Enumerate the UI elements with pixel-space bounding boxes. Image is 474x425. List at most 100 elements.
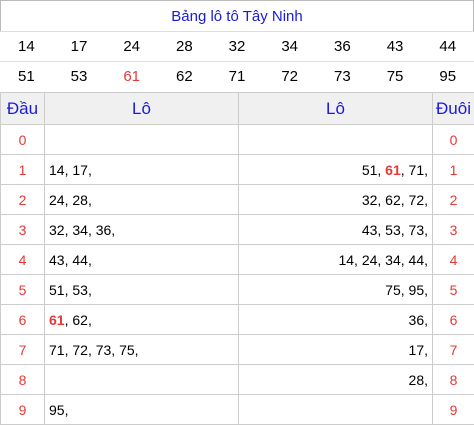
- lo-right-cell: 43, 53, 73,: [239, 215, 433, 245]
- number-cell: 72: [263, 61, 316, 92]
- number-cell: 43: [369, 31, 422, 62]
- duoi-cell: 5: [433, 275, 474, 305]
- duoi-cell: 2: [433, 185, 474, 215]
- lo-number: 51: [49, 282, 65, 298]
- lo-number: 75: [385, 282, 401, 298]
- lo-right-cell: 36,: [239, 305, 433, 335]
- lo-left-cell: [45, 125, 239, 155]
- lo-number: 24: [362, 252, 378, 268]
- number-cell: 73: [316, 61, 369, 92]
- lo-number: 36: [409, 312, 425, 328]
- dau-cell: 3: [1, 215, 45, 245]
- number-cell: 14: [0, 31, 53, 62]
- header-lo-left: Lô: [45, 93, 239, 125]
- number-cell: 28: [158, 31, 211, 62]
- lo-number: 32: [362, 192, 378, 208]
- duoi-cell: 4: [433, 245, 474, 275]
- lo-left-cell: 95,: [45, 395, 239, 425]
- number-cell: 32: [211, 31, 264, 62]
- lo-left-cell: [45, 365, 239, 395]
- lo-number: 44: [72, 252, 88, 268]
- dau-cell: 0: [1, 125, 45, 155]
- lo-left-cell: 14, 17,: [45, 155, 239, 185]
- number-cell: 53: [53, 61, 106, 92]
- dau-cell: 2: [1, 185, 45, 215]
- lo-right-cell: 28,: [239, 365, 433, 395]
- lo-number: 32: [49, 222, 65, 238]
- lo-number: 14: [338, 252, 354, 268]
- lo-left-cell: 43, 44,: [45, 245, 239, 275]
- lo-number: 44: [409, 252, 425, 268]
- lo-number: 73: [96, 342, 112, 358]
- dau-cell: 1: [1, 155, 45, 185]
- lo-number: 72: [409, 192, 425, 208]
- lo-number: 51: [362, 162, 378, 178]
- header-lo-right: Lô: [239, 93, 433, 125]
- lo-number: 53: [72, 282, 88, 298]
- dau-cell: 4: [1, 245, 45, 275]
- number-cell: 95: [421, 61, 474, 92]
- duoi-cell: 9: [433, 395, 474, 425]
- lo-number: 17: [409, 342, 425, 358]
- lo-right-cell: 14, 24, 34, 44,: [239, 245, 433, 275]
- number-cell: 75: [369, 61, 422, 92]
- dau-cell: 5: [1, 275, 45, 305]
- lo-number: 72: [72, 342, 88, 358]
- lo-left-cell: 32, 34, 36,: [45, 215, 239, 245]
- lo-number: 53: [385, 222, 401, 238]
- number-cell: 51: [0, 61, 53, 92]
- lo-number: 71: [49, 342, 65, 358]
- lo-number: 61: [385, 162, 401, 178]
- duoi-cell: 6: [433, 305, 474, 335]
- lo-number: 36: [96, 222, 112, 238]
- number-cell: 61: [105, 61, 158, 92]
- table-header-row: Đầu Lô Lô Đuôi: [1, 93, 474, 125]
- lo-number: 24: [49, 192, 65, 208]
- lo-number: 61: [49, 312, 65, 328]
- lo-number: 62: [385, 192, 401, 208]
- number-cell: 17: [53, 31, 106, 62]
- lo-number: 73: [409, 222, 425, 238]
- lo-right-cell: 51, 61, 71,: [239, 155, 433, 185]
- lo-number: 95: [49, 402, 65, 418]
- lo-number: 62: [72, 312, 88, 328]
- lo-number: 43: [362, 222, 378, 238]
- lo-left-cell: 51, 53,: [45, 275, 239, 305]
- lo-number: 14: [49, 162, 65, 178]
- number-cell: 34: [263, 31, 316, 62]
- lo-number: 17: [72, 162, 88, 178]
- board-title: Bảng lô tô Tây Ninh: [0, 0, 474, 32]
- dau-cell: 7: [1, 335, 45, 365]
- lo-right-cell: [239, 125, 433, 155]
- lo-right-cell: 75, 95,: [239, 275, 433, 305]
- number-cell: 62: [158, 61, 211, 92]
- dau-cell: 6: [1, 305, 45, 335]
- lo-number: 43: [49, 252, 65, 268]
- duoi-cell: 8: [433, 365, 474, 395]
- dau-cell: 8: [1, 365, 45, 395]
- lo-right-cell: 17,: [239, 335, 433, 365]
- lo-number: 75: [119, 342, 135, 358]
- duoi-cell: 0: [433, 125, 474, 155]
- duoi-cell: 3: [433, 215, 474, 245]
- number-cell: 44: [421, 31, 474, 62]
- lo-number: 28: [72, 192, 88, 208]
- dau-cell: 9: [1, 395, 45, 425]
- lo-right-cell: 32, 62, 72,: [239, 185, 433, 215]
- number-cell: 24: [105, 31, 158, 62]
- lo-number: 95: [409, 282, 425, 298]
- duoi-cell: 1: [433, 155, 474, 185]
- lo-number: 34: [72, 222, 88, 238]
- number-cell: 71: [211, 61, 264, 92]
